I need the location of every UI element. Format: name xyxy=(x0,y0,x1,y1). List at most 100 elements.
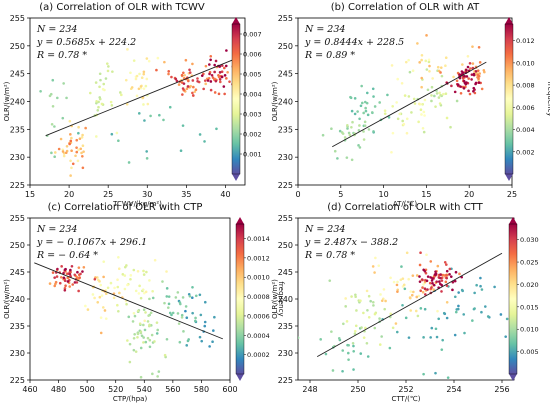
scatter-point xyxy=(444,280,448,284)
scatter-point xyxy=(99,331,103,335)
scatter-point xyxy=(457,291,460,294)
scatter-point xyxy=(430,99,433,103)
scatter-point xyxy=(389,312,393,316)
scatter-point xyxy=(441,273,445,277)
scatter-point xyxy=(426,88,430,92)
scatter-point xyxy=(461,63,464,66)
y-axis-label: OLR/(w/m²) xyxy=(271,81,279,121)
scatter-point xyxy=(139,85,143,88)
scatter-point xyxy=(454,270,458,274)
y-tick-label: 255 xyxy=(278,14,293,23)
y-tick-label: 230 xyxy=(278,153,293,162)
scatter-point xyxy=(186,85,190,88)
scatter-point xyxy=(381,297,385,301)
scatter-point xyxy=(209,88,213,92)
scatter-point xyxy=(98,85,101,89)
scatter-point xyxy=(150,333,154,337)
scatter-point xyxy=(220,75,224,79)
scatter-point xyxy=(445,276,449,280)
scatter-point xyxy=(167,70,171,73)
scatter-point xyxy=(142,269,145,273)
scatter-point xyxy=(136,269,140,273)
scatter-point xyxy=(145,77,149,81)
scatter-point xyxy=(445,116,449,120)
scatter-point xyxy=(440,74,444,78)
scatter-point xyxy=(97,100,100,104)
scatter-point xyxy=(223,92,226,96)
scatter-point xyxy=(463,74,466,78)
colorbar-tick-label: 0.030 xyxy=(520,236,539,244)
panel-title: (c) Correlation of OLR with CTP xyxy=(48,202,203,213)
scatter-point xyxy=(402,122,406,126)
scatter-point xyxy=(321,133,325,137)
scatter-point xyxy=(417,120,420,124)
colorbar-max-extend xyxy=(236,217,244,224)
scatter-point xyxy=(468,92,472,96)
scatter-point xyxy=(341,369,344,373)
scatter-point xyxy=(181,87,185,90)
scatter-point xyxy=(176,312,180,315)
scatter-point xyxy=(366,308,369,312)
scatter-point xyxy=(147,314,150,317)
scatter-point xyxy=(144,340,148,344)
scatter-point xyxy=(48,94,52,98)
scatter-point xyxy=(431,77,434,80)
scatter-point xyxy=(404,316,408,320)
scatter-point xyxy=(104,77,108,80)
scatter-point xyxy=(370,111,374,114)
scatter-point xyxy=(324,352,328,356)
scatter-point xyxy=(144,311,147,314)
scatter-point xyxy=(96,108,100,112)
scatter-point xyxy=(115,131,119,135)
scatter-point xyxy=(144,290,148,294)
scatter-point xyxy=(126,48,129,51)
scatter-point xyxy=(112,296,116,300)
scatter-point xyxy=(401,303,404,307)
scatter-point xyxy=(147,59,151,63)
scatter-point xyxy=(353,329,357,333)
scatter-point xyxy=(319,338,323,341)
scatter-point xyxy=(175,79,179,83)
scatter-point xyxy=(211,76,215,79)
scatter-point xyxy=(407,58,410,62)
scatter-point xyxy=(77,266,81,269)
scatter-point xyxy=(344,305,347,308)
scatter-point xyxy=(367,128,371,131)
scatter-point xyxy=(366,355,370,358)
scatter-point xyxy=(95,101,98,105)
scatter-point xyxy=(330,127,333,131)
scatter-point xyxy=(399,278,403,282)
scatter-point xyxy=(187,338,190,341)
scatter-point xyxy=(185,316,189,320)
scatter-point xyxy=(351,341,355,345)
y-tick-label: 250 xyxy=(10,241,25,250)
scatter-point xyxy=(418,280,422,283)
scatter-point xyxy=(132,385,135,388)
scatter-point xyxy=(341,349,345,352)
scatter-point xyxy=(116,278,119,282)
scatter-point xyxy=(133,314,137,318)
scatter-point xyxy=(353,332,357,335)
y-tick-label: 245 xyxy=(10,70,25,79)
scatter-point xyxy=(116,285,120,289)
scatter-point xyxy=(207,76,211,80)
scatter-point xyxy=(138,284,141,288)
scatter-point xyxy=(136,309,140,313)
scatter-point xyxy=(188,294,192,298)
scatter-point xyxy=(212,329,215,332)
scatter-point xyxy=(142,341,145,344)
scatter-point xyxy=(422,283,425,286)
scatter-point xyxy=(66,276,70,280)
scatter-point xyxy=(180,73,184,77)
scatter-point xyxy=(165,295,169,298)
scatter-point xyxy=(462,86,466,90)
scatter-point xyxy=(180,316,184,319)
scatter-point xyxy=(116,303,119,307)
scatter-point xyxy=(371,265,375,268)
scatter-point xyxy=(134,289,138,293)
scatter-point xyxy=(104,317,108,320)
scatter-point xyxy=(95,99,98,103)
scatter-point xyxy=(69,174,72,177)
scatter-point xyxy=(213,70,216,74)
scatter-point xyxy=(330,330,333,333)
